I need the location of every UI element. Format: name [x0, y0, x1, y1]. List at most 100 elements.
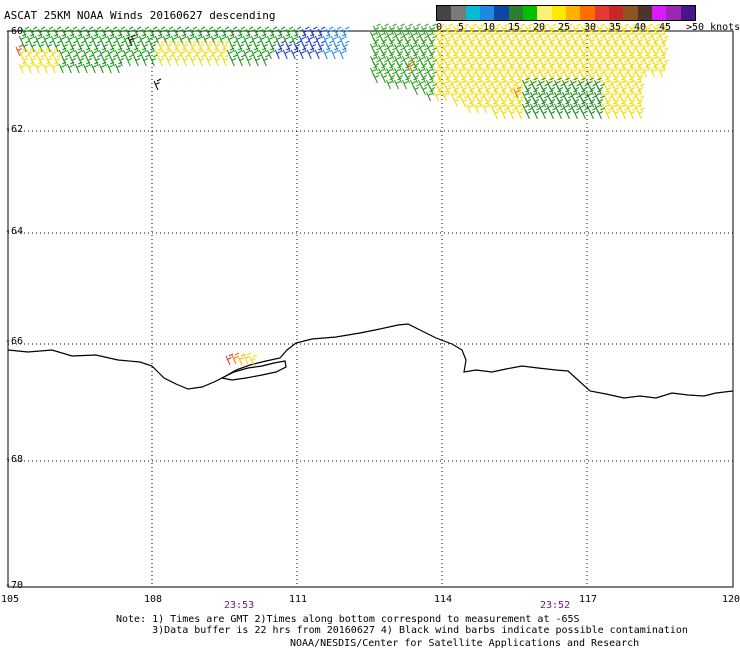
lon-label-114: 114 — [434, 594, 453, 605]
wind-barb — [513, 86, 522, 99]
legend-color-bar — [436, 5, 696, 21]
wind-barb — [18, 61, 27, 74]
wind-barb — [605, 107, 613, 120]
wind-barb — [261, 40, 270, 53]
wind-barb — [173, 54, 182, 67]
wind-barb — [109, 26, 118, 39]
wind-barb — [125, 40, 134, 53]
legend-tick-45: 45 — [659, 22, 672, 33]
wind-barb — [309, 26, 318, 39]
wind-barb — [285, 26, 294, 39]
wind-barb — [26, 61, 35, 74]
wind-barb — [661, 47, 669, 60]
wind-barb — [42, 61, 51, 74]
wind-barb — [173, 40, 182, 53]
wind-barb — [141, 26, 150, 39]
wind-barbs — [15, 23, 669, 367]
wind-barb — [153, 78, 162, 91]
legend-tick-0: 0 — [436, 22, 443, 33]
wind-barb — [301, 40, 310, 53]
wind-barb — [117, 26, 126, 39]
wind-barb — [125, 54, 134, 67]
wind-barb — [213, 54, 222, 67]
wind-barb — [213, 26, 222, 39]
wind-barb — [181, 40, 190, 53]
wind-barb — [525, 107, 533, 120]
wind-barb — [197, 54, 206, 67]
wind-barb — [285, 40, 294, 53]
wind-barb — [253, 54, 262, 67]
wind-barb — [394, 77, 402, 90]
wind-barb — [45, 26, 54, 39]
wind-barb — [229, 54, 238, 67]
wind-barb — [341, 40, 350, 53]
wind-barb — [34, 61, 43, 74]
wind-barb — [61, 40, 70, 53]
wind-barb — [133, 40, 142, 53]
wind-barb — [229, 26, 238, 39]
wind-barb — [221, 26, 230, 39]
wind-barb — [125, 26, 134, 39]
legend-swatch — [637, 6, 652, 20]
wind-barb — [253, 26, 262, 39]
wind-barb — [15, 44, 24, 57]
wind-barb — [85, 54, 94, 67]
wind-barb — [29, 26, 38, 39]
wind-barb — [629, 107, 637, 120]
wind-barb — [637, 95, 645, 108]
wind-barb — [197, 40, 206, 53]
wind-barb — [21, 26, 30, 39]
wind-barb — [29, 54, 38, 67]
legend-swatch — [508, 6, 523, 20]
wind-barb — [509, 107, 517, 120]
wind-barb — [597, 107, 605, 120]
wind-barb — [149, 40, 158, 53]
wind-barb — [317, 40, 326, 53]
legend-swatch — [623, 6, 638, 20]
lat-label-60: -60 — [5, 26, 24, 37]
wind-barb — [461, 95, 469, 108]
lon-label-111: 111 — [289, 594, 308, 605]
legend-tick-25: 25 — [558, 22, 571, 33]
wind-barb — [658, 65, 666, 78]
wind-barb — [573, 107, 581, 120]
legend-tick-10: 10 — [483, 22, 496, 33]
wind-barb — [261, 26, 270, 39]
legend-swatch — [651, 6, 667, 20]
wind-barb — [21, 40, 30, 53]
wind-barb — [165, 26, 174, 39]
wind-barb — [517, 107, 525, 120]
wind-barb — [245, 26, 254, 39]
legend-tick-30: 30 — [584, 22, 597, 33]
wind-barb — [613, 107, 621, 120]
island-coastline — [220, 360, 287, 381]
lat-label-62: -62 — [5, 124, 24, 135]
wind-barb — [93, 26, 102, 39]
legend-tick-5: 5 — [458, 22, 465, 33]
wind-barb — [205, 40, 214, 53]
wind-barb — [173, 26, 182, 39]
time-label-2: 23:52 — [540, 600, 571, 611]
legend-swatch — [451, 6, 466, 20]
wind-barb — [466, 101, 474, 114]
legend-swatch — [565, 6, 581, 20]
wind-barb — [117, 54, 126, 67]
wind-barb — [330, 47, 339, 60]
time-label-1: 23:53 — [224, 600, 255, 611]
legend-ticks: 0 5 10 15 20 25 30 35 40 45 >50 knots — [436, 21, 740, 33]
wind-barb — [565, 107, 573, 120]
wind-barb — [157, 54, 166, 67]
graticule — [8, 31, 733, 587]
wind-barb — [61, 54, 70, 67]
lat-label-68: -68 — [5, 454, 24, 465]
lon-label-105: 105 — [1, 594, 20, 605]
wind-barb — [661, 35, 669, 48]
wind-barb — [29, 40, 38, 53]
wind-barb — [85, 26, 94, 39]
wind-barb — [37, 40, 46, 53]
wind-barb — [434, 89, 442, 102]
wind-barb — [21, 54, 30, 67]
lat-label-66: -66 — [5, 336, 24, 347]
wind-barb — [237, 353, 246, 366]
wind-barb — [141, 40, 150, 53]
